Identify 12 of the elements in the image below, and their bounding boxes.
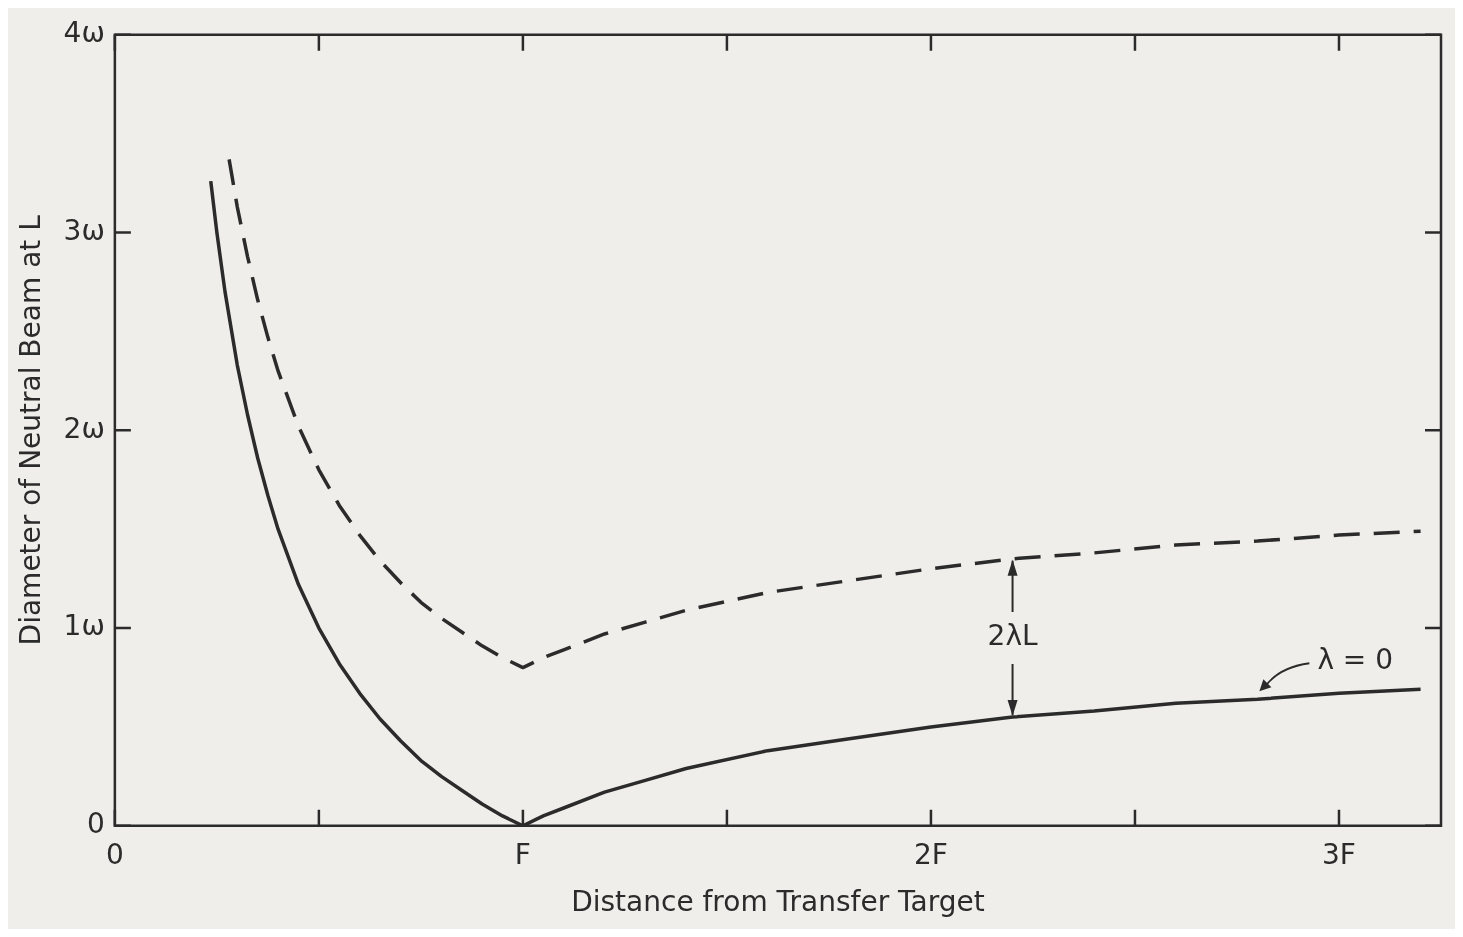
x-tick-label: F (514, 837, 531, 871)
y-tick-label: 4ω (63, 16, 105, 50)
x-tick-label: 2F (913, 837, 948, 871)
y-tick-label: 1ω (63, 609, 105, 643)
annotation: λ = 0 (1317, 642, 1394, 676)
y-axis-title: Diameter of Neutral Beam at L (14, 214, 48, 646)
x-axis-title: Distance from Transfer Target (571, 885, 985, 919)
x-tick-label: 3F (1322, 837, 1356, 871)
y-tick-label: 0 (87, 807, 105, 841)
annotation: 2λL (987, 619, 1038, 653)
y-tick-label: 3ω (63, 213, 105, 247)
y-tick-label: 2ω (63, 411, 105, 445)
